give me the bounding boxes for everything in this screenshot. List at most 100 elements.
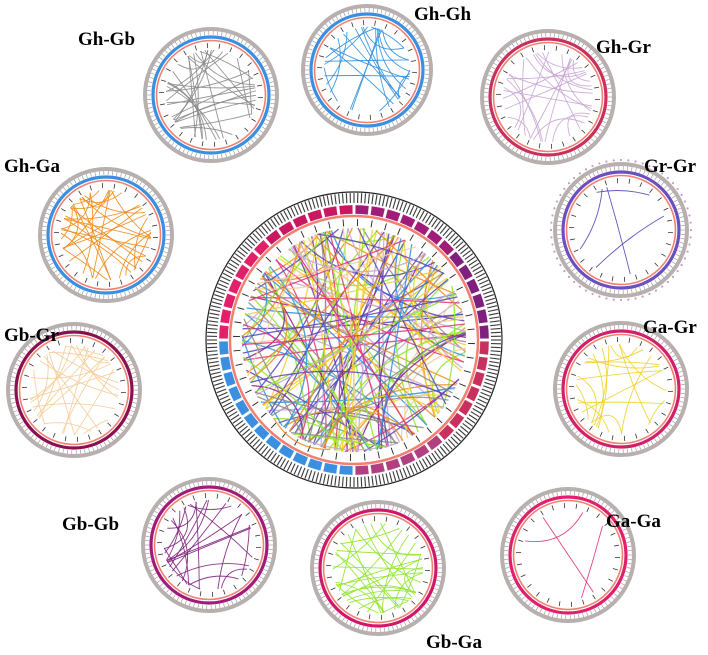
dot bbox=[641, 162, 644, 165]
tick bbox=[592, 172, 595, 177]
chromosome-block bbox=[338, 204, 353, 215]
tick bbox=[675, 203, 680, 206]
dot bbox=[666, 280, 669, 284]
chromosome-label bbox=[599, 431, 603, 437]
chromosome-block bbox=[399, 451, 416, 466]
dot bbox=[559, 193, 562, 197]
outer-rim bbox=[143, 27, 279, 163]
label-tick bbox=[207, 331, 218, 334]
tick bbox=[432, 592, 437, 595]
tick bbox=[66, 184, 70, 188]
tick bbox=[566, 36, 569, 41]
label-tick bbox=[480, 283, 491, 289]
tick bbox=[605, 79, 610, 81]
tick bbox=[307, 85, 312, 88]
tick bbox=[321, 595, 326, 599]
tick bbox=[528, 602, 532, 606]
chromosome-label bbox=[152, 224, 158, 227]
chromosome-label bbox=[418, 591, 423, 595]
tick bbox=[319, 592, 324, 595]
chromosome-label bbox=[361, 518, 364, 524]
chromosome-label bbox=[546, 597, 550, 603]
tick bbox=[566, 153, 569, 158]
link bbox=[544, 57, 571, 142]
outer-rim bbox=[500, 487, 636, 623]
label-tick bbox=[431, 218, 438, 228]
chromosome-label bbox=[170, 124, 175, 128]
label-tick bbox=[300, 202, 306, 213]
chromosome-label bbox=[168, 574, 173, 578]
outer-rim bbox=[553, 162, 689, 298]
chromosome-block bbox=[355, 204, 370, 215]
chromosome-label bbox=[56, 219, 62, 222]
tick bbox=[639, 328, 642, 333]
tick bbox=[680, 220, 685, 222]
label-tick bbox=[304, 201, 309, 212]
link bbox=[578, 401, 664, 405]
label-tick bbox=[488, 364, 499, 368]
tick bbox=[610, 510, 615, 514]
link bbox=[254, 237, 401, 290]
link bbox=[335, 581, 385, 613]
chromosome-label bbox=[406, 526, 410, 531]
chromosome-label bbox=[377, 451, 380, 459]
tick bbox=[602, 121, 607, 124]
tick bbox=[135, 179, 139, 184]
tick bbox=[404, 621, 407, 626]
chromosome-block bbox=[307, 209, 323, 222]
tick bbox=[190, 34, 193, 39]
chromosome-label bbox=[183, 50, 187, 56]
link bbox=[332, 566, 424, 570]
link bbox=[83, 345, 110, 364]
dot bbox=[683, 257, 687, 260]
tick bbox=[161, 53, 166, 57]
tick bbox=[605, 288, 607, 293]
label-tick bbox=[445, 441, 453, 450]
label-tick bbox=[283, 210, 290, 220]
tick bbox=[613, 513, 618, 517]
tick bbox=[257, 507, 261, 510]
tick bbox=[399, 18, 402, 23]
tick bbox=[15, 363, 20, 366]
chromosome-label bbox=[164, 518, 169, 522]
tick bbox=[484, 105, 489, 107]
label-gh-ga: Gh-Ga bbox=[4, 156, 60, 177]
chromosome-block bbox=[265, 434, 282, 451]
label-tick bbox=[241, 428, 251, 436]
tick bbox=[671, 420, 676, 424]
link bbox=[169, 499, 208, 568]
tick bbox=[56, 193, 61, 197]
label-tick bbox=[399, 468, 404, 479]
chromosome-block bbox=[322, 205, 338, 218]
label-tick bbox=[415, 208, 422, 219]
chromosome-label bbox=[333, 541, 338, 545]
chromosome-label bbox=[227, 497, 231, 503]
tick bbox=[103, 334, 107, 339]
tick bbox=[158, 262, 163, 266]
link bbox=[220, 568, 248, 589]
label-tick bbox=[221, 398, 231, 404]
tick bbox=[643, 444, 646, 449]
dot bbox=[627, 298, 630, 301]
dot bbox=[676, 187, 679, 190]
tick bbox=[193, 603, 195, 608]
tick bbox=[581, 43, 585, 48]
link bbox=[341, 529, 403, 596]
tick bbox=[90, 172, 92, 177]
tick-ring bbox=[145, 481, 273, 609]
chromosome-label bbox=[571, 214, 577, 217]
chromosome-label bbox=[33, 419, 38, 423]
tick bbox=[679, 401, 684, 403]
tick bbox=[323, 533, 328, 537]
tick bbox=[535, 499, 539, 504]
chromosome-label bbox=[592, 110, 598, 113]
link bbox=[287, 248, 427, 273]
tick bbox=[167, 139, 172, 143]
label-tick bbox=[470, 262, 480, 269]
chromosome-label bbox=[520, 574, 526, 578]
tick bbox=[524, 599, 529, 603]
tick bbox=[49, 330, 52, 335]
label-tick bbox=[209, 312, 220, 316]
link bbox=[342, 558, 423, 597]
label-tick bbox=[234, 420, 244, 427]
